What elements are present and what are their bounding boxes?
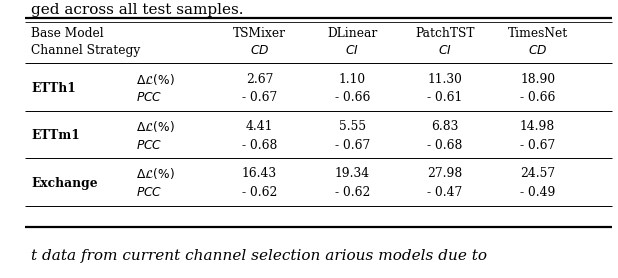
Text: - 0.62: - 0.62 <box>334 186 370 199</box>
Text: ETTm1: ETTm1 <box>31 129 80 142</box>
Text: $\mathit{PCC}$: $\mathit{PCC}$ <box>136 91 163 104</box>
Text: - 0.66: - 0.66 <box>520 91 556 104</box>
Text: $\Delta\mathcal{L}(\%)$: $\Delta\mathcal{L}(\%)$ <box>136 72 175 87</box>
Text: TimesNet: TimesNet <box>507 27 568 40</box>
Text: - 0.66: - 0.66 <box>334 91 370 104</box>
Text: $\it{CI}$: $\it{CI}$ <box>345 44 359 56</box>
Text: - 0.67: - 0.67 <box>520 139 556 152</box>
Text: ged across all test samples.: ged across all test samples. <box>31 3 243 17</box>
Text: 16.43: 16.43 <box>242 167 277 180</box>
Text: TSMixer: TSMixer <box>233 27 286 40</box>
Text: 27.98: 27.98 <box>427 167 463 180</box>
Text: $\mathit{PCC}$: $\mathit{PCC}$ <box>136 139 163 152</box>
Text: t data from current channel selection arious models due to: t data from current channel selection ar… <box>31 249 487 263</box>
Text: 2.67: 2.67 <box>246 73 273 86</box>
Text: $\it{CD}$: $\it{CD}$ <box>528 44 548 56</box>
Text: Exchange: Exchange <box>31 177 98 190</box>
Text: Base Model: Base Model <box>31 27 104 40</box>
Text: 24.57: 24.57 <box>520 167 555 180</box>
Text: - 0.49: - 0.49 <box>520 186 556 199</box>
Text: Channel Strategy: Channel Strategy <box>31 44 140 56</box>
Text: - 0.67: - 0.67 <box>334 139 370 152</box>
Text: 5.55: 5.55 <box>339 120 366 133</box>
Text: 19.34: 19.34 <box>335 167 370 180</box>
Text: $\Delta\mathcal{L}(\%)$: $\Delta\mathcal{L}(\%)$ <box>136 166 175 181</box>
Text: - 0.61: - 0.61 <box>427 91 463 104</box>
Text: 18.90: 18.90 <box>520 73 555 86</box>
Text: 14.98: 14.98 <box>520 120 556 133</box>
Text: $\it{CD}$: $\it{CD}$ <box>250 44 269 56</box>
Text: - 0.47: - 0.47 <box>427 186 463 199</box>
Text: $\it{CI}$: $\it{CI}$ <box>438 44 452 56</box>
Text: - 0.62: - 0.62 <box>242 186 277 199</box>
Text: 6.83: 6.83 <box>431 120 459 133</box>
Text: $\Delta\mathcal{L}(\%)$: $\Delta\mathcal{L}(\%)$ <box>136 119 175 134</box>
Text: 11.30: 11.30 <box>428 73 462 86</box>
Text: ETTh1: ETTh1 <box>31 82 75 95</box>
Text: - 0.68: - 0.68 <box>427 139 463 152</box>
Text: $\mathit{PCC}$: $\mathit{PCC}$ <box>136 186 163 199</box>
Text: - 0.67: - 0.67 <box>242 91 277 104</box>
Text: PatchTST: PatchTST <box>415 27 475 40</box>
Text: 4.41: 4.41 <box>246 120 273 133</box>
Text: 1.10: 1.10 <box>339 73 366 86</box>
Text: DLinear: DLinear <box>327 27 378 40</box>
Text: - 0.68: - 0.68 <box>242 139 277 152</box>
